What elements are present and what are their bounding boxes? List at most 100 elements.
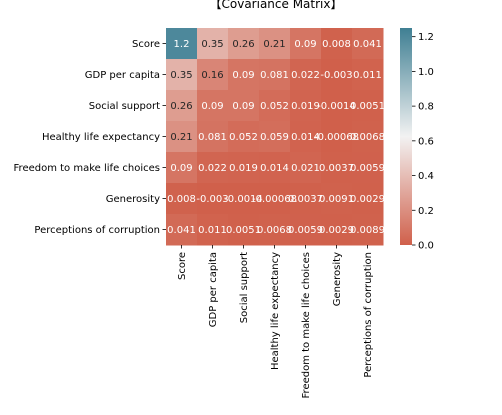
cell-value-label: 0.041 [353, 39, 382, 50]
heatmap-cell [166, 152, 198, 184]
heatmap-cell [321, 90, 353, 122]
colorbar-tick-label: 0.2 [418, 206, 434, 217]
cell-value-label: -0.00068 [314, 132, 359, 143]
y-tick-label: Healthy life expectancy [42, 132, 160, 143]
colorbar [400, 28, 412, 245]
heatmap-cell [166, 28, 198, 60]
cell-value-label: 0.09 [232, 101, 254, 112]
heatmap-cell [321, 121, 353, 153]
heatmap-cell [166, 59, 198, 91]
heatmap-cell [197, 59, 229, 91]
x-tick-label: Perceptions of corruption [363, 252, 374, 378]
heatmap-cell [197, 90, 229, 122]
cell-value-label: 0.09 [232, 70, 254, 81]
chart-title: 【Covariance Matrix】 [210, 0, 343, 11]
cell-value-label: 0.0029 [319, 225, 354, 236]
cell-value-label: 0.0037 [319, 163, 354, 174]
heatmap-cell [259, 214, 291, 246]
heatmap-cell [197, 152, 229, 184]
heatmap-cell [197, 121, 229, 153]
cell-value-label: -0.003 [320, 70, 352, 81]
colorbar-tick-label: 0.4 [418, 171, 434, 182]
heatmap-cell [259, 183, 291, 215]
colorbar-tick-label: 1.2 [418, 32, 434, 43]
heatmap-cell [290, 59, 322, 91]
cell-value-label: 0.09 [294, 39, 316, 50]
cell-value-label: 0.16 [201, 70, 223, 81]
heatmap-cell [228, 183, 260, 215]
heatmap-cells [166, 28, 384, 246]
heatmap-cell [321, 183, 353, 215]
heatmap-cell [321, 59, 353, 91]
y-tick-label: Generosity [106, 194, 160, 205]
heatmap-cell [259, 28, 291, 60]
colorbar-tick-label: 0.6 [418, 136, 434, 147]
heatmap-cell [259, 152, 291, 184]
heatmap-cell [352, 214, 384, 246]
cell-value-label: -0.0014 [317, 101, 356, 112]
heatmap-cell [290, 90, 322, 122]
cell-value-label: 0.0089 [350, 225, 385, 236]
cell-value-label: 0.0037 [288, 194, 323, 205]
heatmap-cell [228, 214, 260, 246]
cell-value-label: -0.003 [196, 194, 228, 205]
y-tick-label: GDP per capita [85, 70, 160, 81]
x-tick-label: Score [177, 252, 188, 280]
cell-value-label: -0.00068 [252, 194, 297, 205]
y-axis-tick-labels: Score GDP per capita Social support Healthy… [14, 39, 166, 236]
cell-value-label: 0.0068 [257, 225, 292, 236]
y-tick-label: Perceptions of corruption [34, 225, 160, 236]
heatmap-cell [197, 214, 229, 246]
cell-value-label: 0.09 [170, 163, 192, 174]
cell-value-label: 0.059 [260, 132, 289, 143]
x-tick-label: Freedom to make life choices [301, 252, 312, 398]
cell-value-label: 0.052 [260, 101, 289, 112]
cell-value-label: 0.019 [291, 101, 320, 112]
colorbar-tick-labels: 0.0 0.2 0.4 0.6 0.8 1.0 1.2 [412, 32, 434, 252]
cell-value-label: 0.014 [260, 163, 289, 174]
x-tick-label: GDP per capita [208, 252, 219, 327]
cell-value-label: 0.041 [167, 225, 196, 236]
heatmap-cell [290, 152, 322, 184]
heatmap-cell [197, 183, 229, 215]
cell-value-label: 0.019 [229, 163, 258, 174]
cell-value-label: 1.2 [174, 39, 190, 50]
heatmap-cell [352, 59, 384, 91]
cell-value-label: 0.008 [167, 194, 196, 205]
heatmap-cell [352, 28, 384, 60]
x-tick-label: Healthy life expectancy [270, 252, 281, 370]
cell-value-label: 0.021 [291, 163, 320, 174]
heatmap-cell [166, 183, 198, 215]
cell-value-label: 0.26 [232, 39, 254, 50]
heatmap-cell [166, 90, 198, 122]
heatmap-cell [166, 214, 198, 246]
cell-value-label: 0.21 [263, 39, 285, 50]
heatmap-cell [259, 90, 291, 122]
cell-value-label: 0.0059 [288, 225, 323, 236]
cell-value-label: 0.052 [229, 132, 258, 143]
y-tick-label: Freedom to make life choices [14, 163, 160, 174]
heatmap-cell [352, 121, 384, 153]
cell-value-label: 0.0051 [350, 101, 385, 112]
heatmap-cell [228, 28, 260, 60]
y-tick-label: Social support [89, 101, 160, 112]
cell-value-label: 0.011 [198, 225, 227, 236]
cell-value-label: 0.35 [201, 39, 223, 50]
heatmap-cell [352, 183, 384, 215]
cell-value-label: 0.0029 [350, 194, 385, 205]
cell-value-label: 0.014 [291, 132, 320, 143]
cell-value-label: 0.35 [170, 70, 192, 81]
heatmap-cell [290, 28, 322, 60]
heatmap-cell [321, 28, 353, 60]
heatmap-cell [290, 121, 322, 153]
cell-value-label: 0.21 [170, 132, 192, 143]
cell-value-label: -0.0014 [224, 194, 263, 205]
cell-value-label: 0.09 [201, 101, 223, 112]
colorbar-tick-label: 0.8 [418, 102, 434, 113]
y-tick-label: Score [132, 39, 160, 50]
cell-value-label: 0.008 [322, 39, 351, 50]
cell-value-label: 0.081 [198, 132, 227, 143]
heatmap-cell [352, 90, 384, 122]
